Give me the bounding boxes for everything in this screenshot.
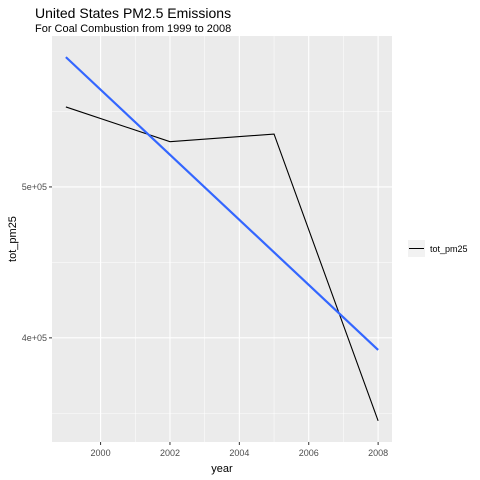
legend: tot_pm25 [408,240,468,257]
y-tick-label: 4e+05 [22,333,47,343]
y-axis-label: tot_pm25 [7,216,19,262]
x-tick-label: 2002 [160,448,180,458]
data-marks [65,56,379,422]
axis-ticks: 2000 2002 2004 2006 2008 4e+05 5e+05 [22,182,388,458]
trend-line [65,56,379,351]
y-tick-label: 5e+05 [22,182,47,192]
chart-title: United States PM2.5 Emissions [35,5,231,21]
plot-panel [52,36,392,442]
chart-subtitle: For Coal Combustion from 1999 to 2008 [35,23,231,35]
legend-entry-tot-pm25: tot_pm25 [430,244,468,254]
grid-minor [52,36,392,442]
x-tick-label: 2006 [299,448,319,458]
x-tick-label: 2000 [91,448,111,458]
x-axis-label: year [211,463,233,475]
x-tick-label: 2004 [229,448,249,458]
series-line-tot-pm25 [65,106,379,422]
grid-major [52,36,392,442]
x-tick-label: 2008 [368,448,388,458]
